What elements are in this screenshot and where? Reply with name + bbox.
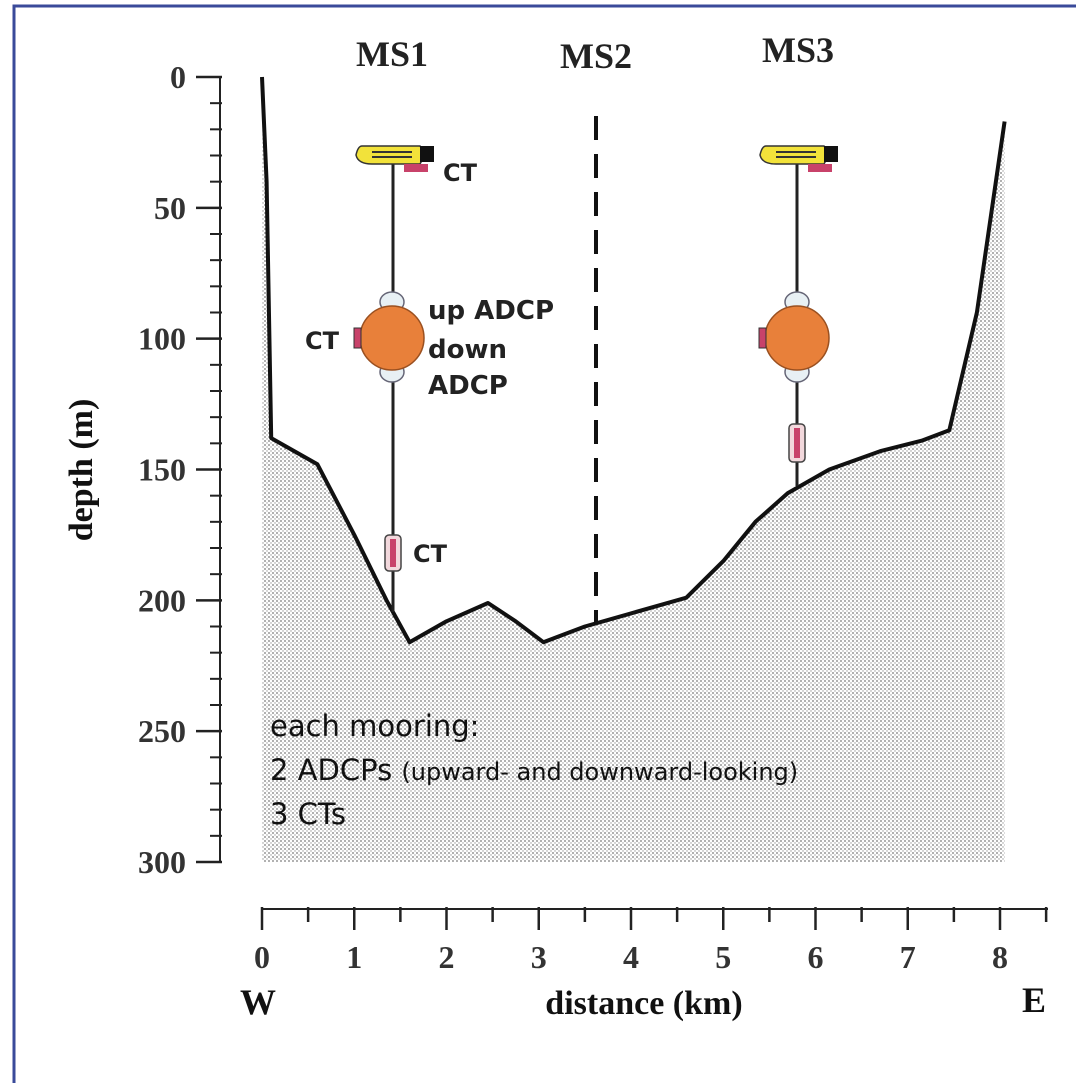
note-line-1: each mooring:	[270, 709, 479, 743]
distance-tick-label: 5	[715, 939, 731, 975]
distance-tick-label: 6	[808, 939, 824, 975]
depth-tick-label: 50	[154, 190, 186, 226]
depth-tick-label: 0	[170, 59, 186, 95]
ms3-surface-float	[759, 145, 838, 172]
distance-axis: 0 1 2 3 4 5 6 7 8	[254, 907, 1048, 975]
depth-axis: 0 50 100 150 200 250 300	[138, 59, 222, 880]
distance-tick-label: 3	[531, 939, 547, 975]
down-label: down	[428, 335, 507, 365]
note-line-2: 2 ADCPs (upward- and downward-looking)	[270, 753, 798, 787]
up-adcp-label: up ADCP	[428, 296, 554, 326]
depth-tick-label: 100	[138, 321, 186, 357]
ms3-label: MS3	[762, 30, 834, 70]
ms3-mooring	[758, 145, 838, 486]
seabed-area	[262, 77, 1005, 862]
y-axis-label: depth (m)	[63, 399, 100, 542]
note-line-3: 3 CTs	[270, 797, 346, 831]
ms1-surface-float	[355, 145, 434, 172]
bathymetry-line	[260, 76, 1007, 645]
ms3-bottom-ct	[788, 423, 806, 463]
ct-mid-label: CT	[305, 327, 340, 355]
distance-tick-label: 1	[346, 939, 362, 975]
distance-tick-label: 0	[254, 939, 270, 975]
x-axis-label: distance (km)	[545, 985, 742, 1022]
ms1-mooring	[353, 145, 434, 612]
distance-tick-label: 8	[992, 939, 1008, 975]
distance-tick-label: 2	[439, 939, 455, 975]
ms1-adcp-buoy	[353, 291, 425, 383]
ct-top-label: CT	[443, 159, 478, 187]
ms3-adcp-buoy	[758, 291, 830, 383]
frame-border	[12, 4, 1076, 1088]
depth-tick-label: 300	[138, 844, 186, 880]
ms1-label: MS1	[356, 34, 428, 74]
depth-tick-label: 250	[138, 713, 186, 749]
distance-tick-label: 4	[623, 939, 639, 975]
east-label: E	[1022, 980, 1046, 1020]
ms2-label: MS2	[560, 36, 632, 76]
note-line-2-main: 2 ADCPs	[270, 753, 392, 787]
depth-tick-label: 150	[138, 452, 186, 488]
adcp-label: ADCP	[428, 371, 508, 401]
ms1-bottom-ct	[384, 534, 402, 572]
west-label: W	[240, 982, 276, 1022]
note-line-2-detail: (upward- and downward-looking)	[401, 758, 798, 786]
distance-tick-label: 7	[900, 939, 916, 975]
depth-tick-label: 200	[138, 582, 186, 618]
ct-bottom-label: CT	[413, 540, 448, 568]
